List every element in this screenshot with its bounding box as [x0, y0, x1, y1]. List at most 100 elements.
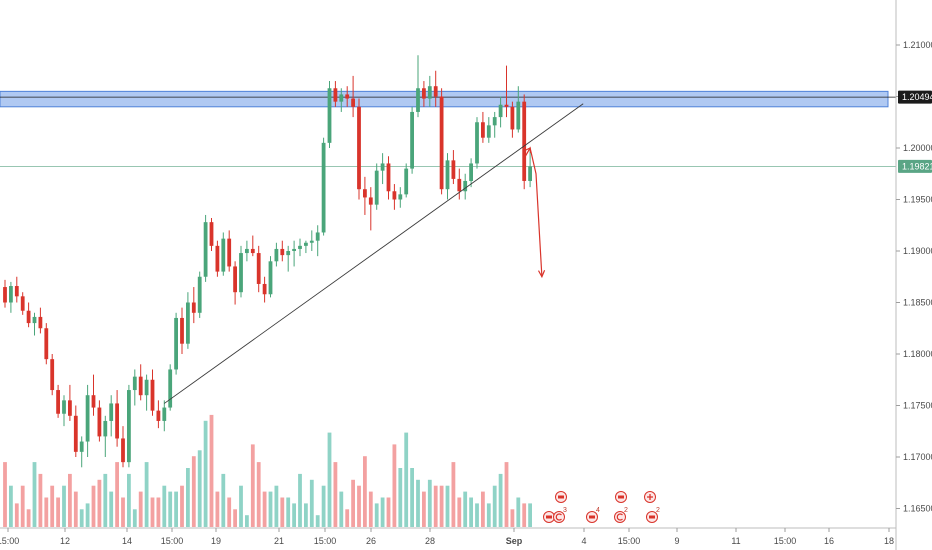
- volume-bar: [475, 503, 479, 527]
- event-8-flag-icon[interactable]: 2: [646, 507, 661, 523]
- candle: [345, 86, 350, 107]
- volume-bar: [233, 509, 237, 527]
- candle-body: [245, 248, 249, 254]
- candle-body: [115, 403, 119, 439]
- candle: [492, 111, 497, 138]
- candle-body: [298, 245, 302, 249]
- event-1-flag-icon[interactable]: [543, 511, 555, 523]
- price-tick-label: 1.17500: [903, 401, 932, 411]
- candle-body: [162, 407, 167, 421]
- time-axis[interactable]: 15:00 12 14 15:00 19 21 15:00 26 28 Sep 4 15:00 9 11 1…: [0, 528, 894, 546]
- candle-body: [481, 122, 485, 138]
- candle: [274, 242, 279, 267]
- volume-bar: [445, 485, 450, 527]
- time-tick-label: 26: [366, 536, 376, 546]
- volume-bar: [345, 509, 350, 527]
- volume-bar: [38, 473, 43, 527]
- candle: [186, 292, 190, 349]
- candle: [309, 230, 314, 251]
- volume-bar: [339, 491, 344, 527]
- resistance-zone[interactable]: [0, 90, 889, 108]
- candle-body: [380, 163, 385, 171]
- candle: [280, 240, 285, 262]
- volume-bar: [433, 485, 438, 527]
- candle-body: [398, 194, 403, 200]
- volume-bar: [363, 456, 367, 527]
- time-tick-label: 14: [122, 536, 132, 546]
- volume-bar: [44, 497, 49, 527]
- candle: [363, 176, 367, 215]
- volume-bar: [20, 485, 25, 527]
- event-3-flag-icon[interactable]: [555, 491, 567, 503]
- event-6-flag-icon[interactable]: [615, 491, 627, 503]
- current-price-tag-bg: [898, 159, 932, 173]
- candle-body: [516, 101, 521, 130]
- event-5-dividend-icon[interactable]: 2: [614, 507, 629, 523]
- volume-bar: [481, 491, 485, 527]
- candle-body: [150, 379, 155, 411]
- volume-bar: [115, 462, 119, 527]
- event-2-dividend-icon[interactable]: 3: [553, 507, 568, 523]
- candle-body: [522, 101, 527, 181]
- price-tick-label: 1.18500: [903, 298, 932, 308]
- volume-bar: [374, 503, 379, 527]
- projection-arrow[interactable]: [523, 146, 543, 277]
- candle: [404, 163, 409, 198]
- event-badge-count: 2: [656, 507, 660, 514]
- candle: [250, 235, 255, 257]
- volume-bar: [103, 473, 108, 527]
- candle-body: [386, 163, 391, 192]
- candle-body: [121, 438, 125, 463]
- candle-body: [209, 222, 214, 246]
- projection-arrow-pivot: [525, 147, 532, 154]
- candle: [79, 436, 84, 468]
- drawings[interactable]: [164, 103, 584, 404]
- volume-bar: [298, 473, 302, 527]
- event-icon-ring: [614, 511, 626, 523]
- candle-body: [62, 400, 66, 414]
- candle: [268, 256, 273, 298]
- candle-body: [422, 88, 426, 99]
- volume-bar: [26, 509, 31, 527]
- candle-body: [439, 96, 444, 190]
- volume-bar: [357, 485, 361, 527]
- candle-body: [56, 390, 60, 414]
- volume-bar: [162, 485, 167, 527]
- volume-bar: [522, 503, 527, 527]
- candle-body: [233, 266, 237, 293]
- candle-body: [215, 245, 220, 272]
- volume-bar: [528, 503, 532, 527]
- candle: [233, 261, 237, 305]
- candle: [422, 81, 426, 107]
- price-tick-label: 1.19000: [903, 246, 932, 256]
- candle-body: [469, 163, 473, 181]
- candles: [3, 55, 532, 468]
- event-4-flag-icon[interactable]: 4: [586, 507, 601, 523]
- candle: [44, 323, 49, 365]
- dividend-glyph: [555, 513, 562, 521]
- candle-body: [68, 400, 72, 416]
- candle-body: [191, 302, 196, 313]
- candle: [197, 271, 202, 318]
- candle: [457, 168, 462, 200]
- volume-bar: [50, 485, 55, 527]
- candle-body: [292, 248, 296, 251]
- event-badge-count: 3: [563, 507, 567, 514]
- candle-body: [345, 94, 350, 99]
- candle-body: [315, 232, 320, 241]
- candle: [427, 75, 432, 107]
- event-markers[interactable]: 3 4 2 2: [543, 491, 661, 523]
- trendline[interactable]: [164, 103, 584, 404]
- resistance-level-tag: 1.20494: [898, 90, 932, 104]
- candle: [56, 384, 60, 418]
- candle-body: [97, 407, 102, 437]
- candle: [97, 400, 102, 442]
- candle: [504, 65, 509, 118]
- candle: [262, 276, 267, 303]
- event-7-plus-icon[interactable]: [644, 491, 656, 503]
- volume-bar: [410, 468, 414, 527]
- candle: [510, 101, 515, 138]
- candle: [227, 230, 232, 272]
- candle: [439, 88, 444, 195]
